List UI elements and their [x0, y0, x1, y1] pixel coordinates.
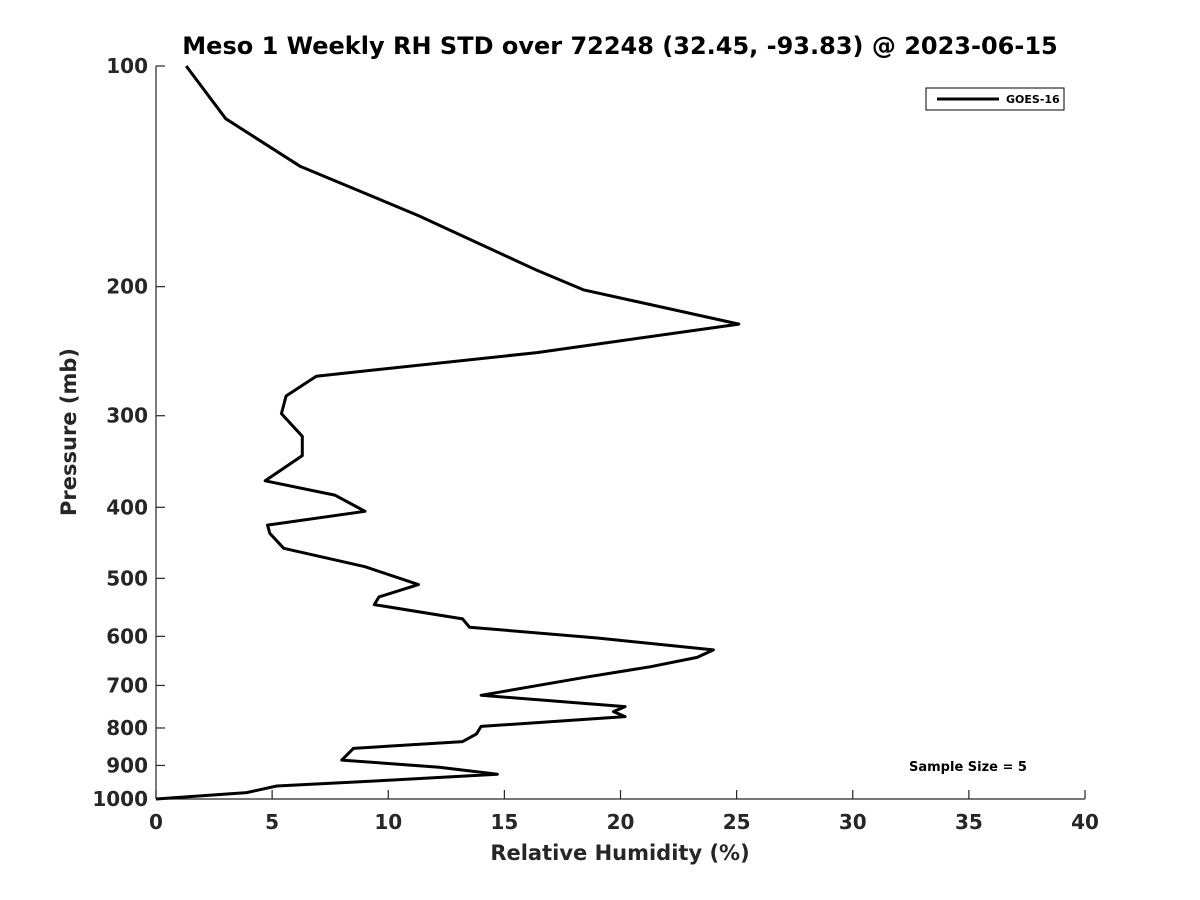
y-tick-label: 200	[106, 275, 148, 299]
x-tick-label: 40	[1071, 810, 1099, 834]
y-axis-label: Pressure (mb)	[57, 348, 81, 516]
y-tick-label: 100	[106, 54, 148, 78]
x-tick-label: 35	[955, 810, 983, 834]
series-line-goes-16	[155, 65, 741, 801]
x-tick-label: 5	[265, 810, 279, 834]
x-tick-label: 15	[490, 810, 518, 834]
x-tick-label: 20	[607, 810, 635, 834]
y-tick-label: 500	[106, 566, 148, 590]
chart-title: Meso 1 Weekly RH STD over 72248 (32.45, …	[182, 32, 1057, 60]
x-axis-ticks: 0 5 10 15 20 25 30 35 40	[149, 790, 1099, 834]
x-tick-label: 0	[149, 810, 163, 834]
y-axis-ticks: 100 200 300 400 500 600 700 800 900 1000	[92, 54, 165, 811]
y-tick-label: 900	[106, 753, 148, 777]
series-layer	[155, 65, 741, 801]
y-tick-label: 700	[106, 673, 148, 697]
legend: GOES-16	[925, 87, 1065, 111]
sample-size-annotation: Sample Size = 5	[909, 760, 1027, 775]
legend-label-goes-16: GOES-16	[1006, 93, 1060, 106]
y-tick-label: 300	[106, 404, 148, 428]
plot-area	[155, 66, 1085, 800]
x-tick-label: 25	[723, 810, 751, 834]
y-tick-label: 800	[106, 716, 148, 740]
y-tick-label: 600	[106, 624, 148, 648]
y-tick-label: 400	[106, 495, 148, 519]
x-axis-label: Relative Humidity (%)	[490, 841, 749, 865]
y-tick-label: 1000	[92, 787, 148, 811]
x-tick-label: 10	[374, 810, 402, 834]
x-tick-label: 30	[839, 810, 867, 834]
